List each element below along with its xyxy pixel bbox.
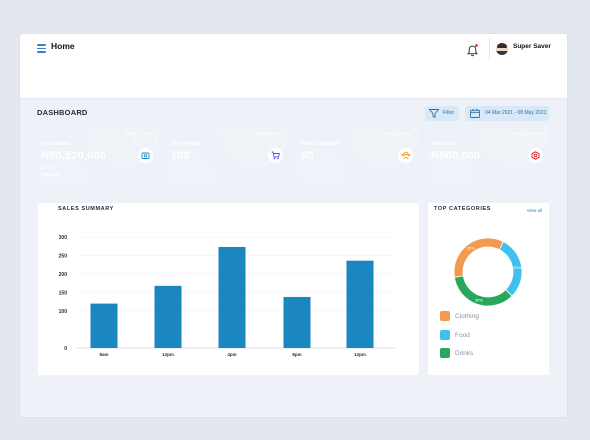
x-tick-label: 12pm (354, 352, 366, 357)
card-label: Total Orders (171, 141, 201, 147)
sales-summary-title: SALES SUMMARY (58, 206, 114, 212)
date-range-label: 04 Mar 2021 - 08 May 2021 (485, 110, 547, 116)
top-categories-title: TOP CATEGORIES (434, 206, 491, 212)
loss-icon (528, 148, 543, 163)
slice-label: 30% (513, 265, 521, 270)
legend-swatch (440, 330, 450, 340)
card-total-orders[interactable]: Today 10 June Total Orders 100 (168, 128, 288, 183)
y-tick-label: 250 (59, 254, 68, 260)
card-date: Today 10 June (123, 131, 153, 136)
sales-bar-chart: 0 100 150 200 250 300 8am 12pm 4pm 8pm 12pm (59, 235, 396, 357)
top-bar: Home Super Saver (20, 34, 567, 99)
legend-label: Food (455, 332, 470, 339)
card-date: Today 10 June (253, 131, 283, 136)
wallet-icon (138, 148, 153, 163)
y-tick-label: 100 (59, 309, 68, 315)
y-tick-label: 200 (59, 272, 68, 278)
filter-label: Filter (443, 110, 455, 116)
legend-swatch (440, 348, 450, 358)
header-divider (489, 38, 490, 60)
card-value: N50,520,000 (41, 150, 107, 162)
bar (218, 246, 246, 348)
x-tick-label: 8am (99, 352, 108, 357)
card-label: Total Loss (431, 141, 456, 147)
legend-swatch (440, 311, 450, 321)
users-icon (398, 148, 413, 163)
card-date: Today 10 June (513, 131, 543, 136)
y-tick-label: 150 (59, 291, 68, 297)
y-tick-label: 0 (64, 346, 67, 352)
app-window: Home Super Saver DASHBOARD Filter 04 Mar… (20, 34, 567, 417)
avatar[interactable] (496, 43, 508, 55)
card-value: N500,000 (431, 150, 481, 162)
categories-donut-chart: 35% 30% 35% (453, 237, 523, 307)
legend-label: Clothing (455, 313, 479, 320)
bar (346, 260, 374, 348)
card-total-customers[interactable]: Today 10 June Total Customers 50 (298, 128, 418, 183)
donut-slice (453, 237, 504, 278)
legend-label: Drinks (455, 350, 474, 357)
donut-slice (453, 275, 513, 307)
view-all-link[interactable]: View all (526, 208, 542, 213)
filter-icon (429, 109, 439, 118)
top-categories-panel: TOP CATEGORIES View all 35% 30% 35% Clothi… (428, 203, 549, 375)
bell-icon[interactable] (467, 44, 478, 57)
card-label: Gross Sales (41, 141, 70, 147)
calendar-icon (470, 109, 480, 118)
card-sub-label: Net Total (41, 166, 55, 170)
slice-label: 35% (475, 298, 483, 303)
slice-label: 35% (467, 246, 475, 251)
x-tick-label: 4pm (227, 352, 236, 357)
bar (90, 303, 118, 348)
hamburger-menu-icon[interactable] (37, 44, 46, 53)
dashboard-heading: DASHBOARD (37, 108, 88, 117)
card-value: 100 (171, 150, 190, 162)
date-range-picker[interactable]: 04 Mar 2021 - 08 May 2021 (465, 106, 549, 121)
card-label: Total Customers (301, 141, 341, 147)
bar (154, 285, 182, 348)
page-title: Home (51, 41, 75, 51)
notification-dot (475, 44, 478, 47)
x-tick-label: 12pm (162, 352, 174, 357)
card-total-loss[interactable]: Today 10 June Total Loss N500,000 (428, 128, 548, 183)
card-gross-sales[interactable]: Today 10 June Gross Sales N50,520,000 Ne… (38, 128, 158, 183)
card-sub-value: = 508,520 (41, 172, 62, 177)
sales-summary-panel: SALES SUMMARY 0 100 150 200 250 300 8am 12pm 4pm… (38, 203, 419, 375)
y-tick-label: 300 (59, 235, 68, 241)
x-tick-label: 8pm (292, 352, 301, 357)
cart-icon (268, 148, 283, 163)
card-value: 50 (301, 150, 314, 162)
bar (283, 296, 311, 348)
user-name[interactable]: Super Saver (513, 43, 551, 50)
filter-button[interactable]: Filter (425, 106, 459, 121)
card-date: Today 10 June (383, 131, 413, 136)
